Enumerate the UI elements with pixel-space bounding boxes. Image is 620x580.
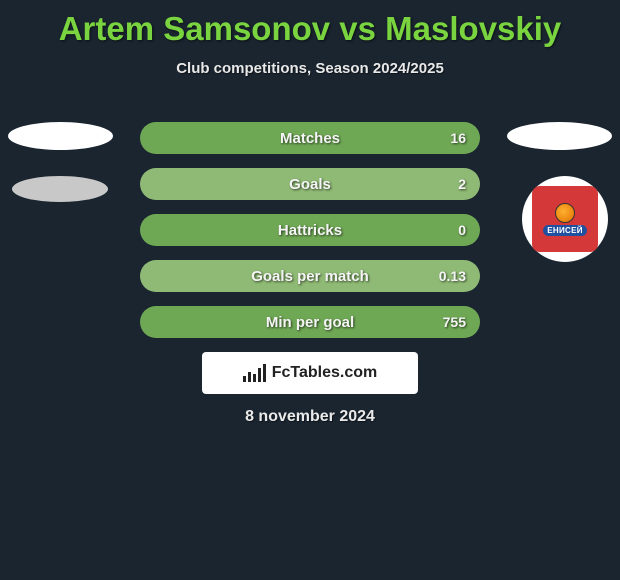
left-player-placeholder [8, 122, 113, 202]
stats-column: Matches 16 Goals 2 Hattricks 0 Goals per match… [140, 122, 480, 352]
bar-chart-icon [243, 364, 266, 382]
club-badge-label: ЕНИСЕЙ [543, 225, 587, 236]
club-badge-shield: ЕНИСЕЙ [532, 186, 598, 252]
stat-row: Hattricks 0 [140, 214, 480, 246]
stat-value-right: 755 [443, 314, 466, 330]
placeholder-ellipse [507, 122, 612, 150]
right-player-placeholder [507, 122, 612, 176]
stat-row: Matches 16 [140, 122, 480, 154]
stat-label: Matches [280, 130, 340, 147]
placeholder-ellipse [8, 122, 113, 150]
ball-icon [555, 203, 575, 223]
stat-value-right: 16 [450, 130, 466, 146]
brand-label: FcTables.com [272, 364, 378, 382]
brand-badge: FcTables.com [202, 352, 418, 394]
stat-label: Goals [289, 176, 331, 193]
page-title: Artem Samsonov vs Maslovskiy [0, 0, 620, 48]
placeholder-ellipse [12, 176, 108, 202]
stat-row: Min per goal 755 [140, 306, 480, 338]
club-badge: ЕНИСЕЙ [522, 176, 608, 262]
stat-value-right: 0.13 [439, 268, 466, 284]
stat-value-right: 2 [458, 176, 466, 192]
stat-label: Goals per match [251, 268, 369, 285]
stat-value-right: 0 [458, 222, 466, 238]
stat-label: Hattricks [278, 222, 342, 239]
date-label: 8 november 2024 [245, 408, 375, 426]
stat-row: Goals 2 [140, 168, 480, 200]
subtitle: Club competitions, Season 2024/2025 [0, 60, 620, 77]
stat-row: Goals per match 0.13 [140, 260, 480, 292]
stat-label: Min per goal [266, 314, 354, 331]
